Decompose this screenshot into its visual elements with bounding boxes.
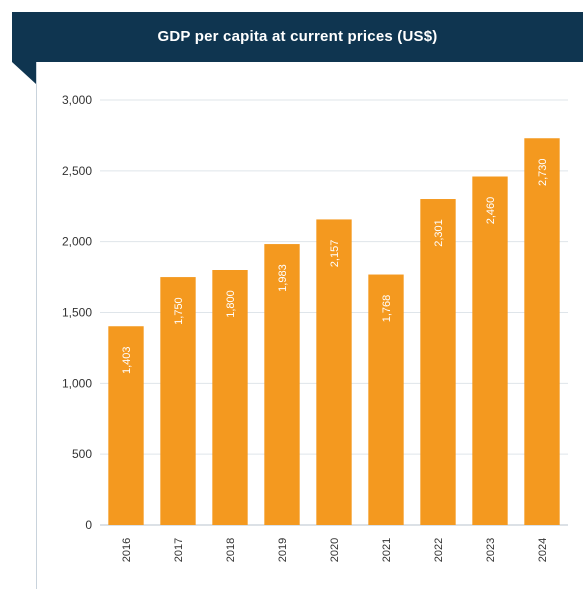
y-tick-label: 3,000 <box>62 93 92 107</box>
bar <box>264 244 300 525</box>
x-tick-label: 2024 <box>537 538 549 562</box>
bar-value-label: 1,750 <box>173 297 185 325</box>
x-tick-label: 2023 <box>485 538 497 562</box>
bar-value-label: 2,157 <box>329 240 341 268</box>
chart-title: GDP per capita at current prices (US$) <box>157 28 438 45</box>
bar <box>524 138 560 525</box>
bar <box>160 277 196 525</box>
x-tick-label: 2021 <box>381 538 393 562</box>
bar-value-label: 1,983 <box>277 264 289 292</box>
x-tick-label: 2018 <box>225 538 237 562</box>
y-tick-label: 1,000 <box>62 376 92 390</box>
x-tick-label: 2022 <box>433 538 445 562</box>
bar <box>368 274 404 525</box>
x-tick-label: 2016 <box>121 538 133 562</box>
y-tick-label: 2,000 <box>62 235 92 249</box>
bar <box>472 176 508 525</box>
y-tick-label: 1,500 <box>62 306 92 320</box>
y-tick-label: 2,500 <box>62 164 92 178</box>
x-tick-label: 2017 <box>173 538 185 562</box>
x-tick-label: 2019 <box>277 538 289 562</box>
bar <box>316 219 352 526</box>
bar <box>212 270 248 525</box>
bar-value-label: 1,403 <box>121 346 133 374</box>
bar <box>420 199 456 525</box>
y-tick-label: 0 <box>85 518 92 532</box>
bar <box>108 326 144 525</box>
y-tick-label: 500 <box>72 447 92 461</box>
bar-value-label: 2,730 <box>537 158 549 186</box>
title-bar <box>12 12 583 62</box>
bar-value-label: 1,800 <box>225 290 237 318</box>
bar-value-label: 1,768 <box>381 295 393 323</box>
x-tick-label: 2020 <box>329 538 341 562</box>
bar-value-label: 2,301 <box>433 219 445 247</box>
bar-value-label: 2,460 <box>485 197 497 225</box>
